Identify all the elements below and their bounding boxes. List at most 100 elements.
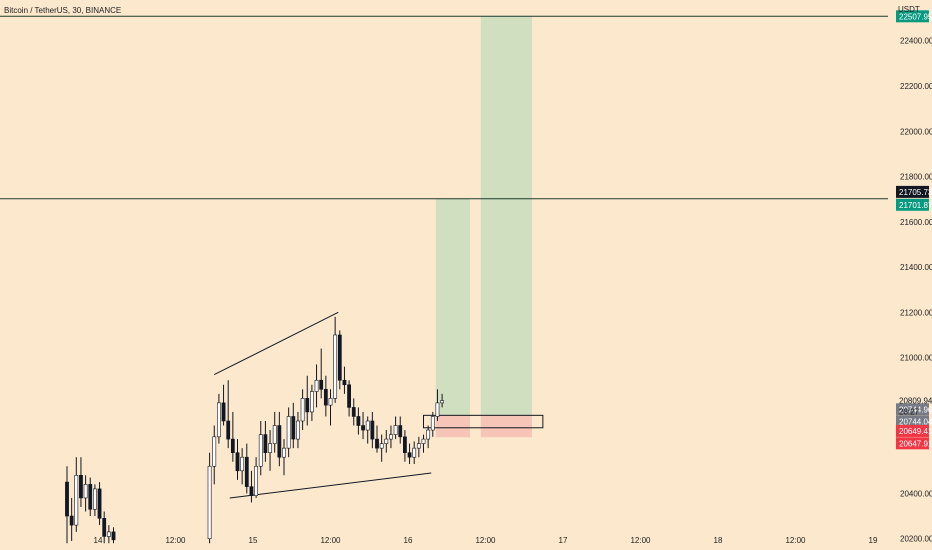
price-tag-label: 21705.73 (899, 188, 932, 197)
position-stop-zone[interactable] (435, 415, 470, 438)
price-tag-label: 21701.87 (899, 201, 932, 210)
candle-body (342, 379, 347, 386)
candle-body (379, 443, 384, 449)
candle-body (296, 420, 300, 440)
candle-body (323, 389, 328, 406)
candle-body (83, 484, 88, 499)
price-tick-label: 21800.00 (900, 173, 932, 182)
position-stop-zone[interactable] (480, 415, 532, 438)
candle-body (244, 456, 249, 487)
candle-body (97, 488, 102, 519)
price-tag (896, 424, 929, 437)
time-tick-label: 17 (559, 536, 568, 545)
horizontal-lines-layer (0, 15, 888, 200)
candle-body (69, 515, 74, 526)
candle-body (221, 402, 226, 422)
candle-body (282, 447, 286, 458)
candle-body (361, 425, 365, 431)
time-tick-label: 15 (249, 536, 258, 545)
currency-label: USDT (898, 5, 920, 14)
candle-body (402, 436, 407, 453)
time-tick-label: 12:00 (165, 536, 186, 545)
candle-body (435, 402, 440, 417)
price-tag (896, 403, 929, 416)
candle-body (268, 443, 272, 453)
candle-body (207, 465, 212, 539)
time-tick-label: 12:00 (475, 536, 496, 545)
candle-body (272, 425, 277, 444)
candles-layer (65, 316, 445, 544)
candle-body (347, 384, 352, 408)
candle-body (263, 434, 268, 453)
positions-layer (423, 16, 544, 438)
price-tag (896, 198, 929, 211)
entry-box[interactable] (423, 414, 544, 429)
price-tag-label: 20744.04 (899, 418, 932, 427)
candle-body (412, 447, 417, 458)
time-tick-label: 16 (404, 536, 413, 545)
price-axis: 22400.00 22200.00 22000.00 21800.00 21600.00… (896, 10, 932, 544)
candle-body (384, 438, 389, 444)
price-tick-label: 20200.00 (900, 535, 932, 544)
candle-body (328, 398, 333, 406)
trendlines-layer (214, 311, 432, 499)
candle-body (365, 420, 370, 431)
time-tick-label: 14 (94, 536, 103, 545)
candle-body (240, 456, 245, 472)
time-tick-label: 18 (714, 536, 723, 545)
candle-body (416, 443, 421, 449)
time-tick-label: 12:00 (630, 536, 651, 545)
candle-body (426, 429, 431, 440)
candle-body (351, 407, 356, 417)
candle-body (407, 452, 412, 458)
price-tag-label: 20809.94 (899, 397, 932, 406)
candle-body (319, 379, 324, 390)
time-tick-label: 19 (869, 536, 878, 545)
price-tick-label: 21000.00 (900, 354, 932, 363)
position-target-zone[interactable] (480, 16, 532, 416)
candle-body (79, 475, 83, 499)
price-tick-label: 22400.00 (900, 37, 932, 46)
candle-body (93, 488, 97, 510)
trendline[interactable] (214, 311, 339, 376)
candle-body (88, 484, 93, 510)
candle-body (398, 425, 403, 438)
candle-body (230, 438, 235, 453)
price-tick-label: 21200.00 (900, 308, 932, 317)
trendline[interactable] (229, 472, 432, 499)
time-tick-label: 12:00 (320, 536, 341, 545)
candle-body (389, 434, 393, 440)
candle-body (254, 465, 259, 496)
candle-body (393, 425, 398, 435)
candle-body (309, 391, 314, 413)
candle-body (212, 436, 217, 467)
candle-body (421, 438, 426, 444)
candle-body (258, 434, 263, 467)
candle-body (356, 416, 361, 426)
candle-body (314, 379, 319, 392)
price-tick-label: 21400.00 (900, 263, 932, 272)
candle-body (305, 398, 310, 413)
price-tick-label: 21600.00 (900, 218, 932, 227)
position-target-zone[interactable] (435, 198, 470, 416)
price-tag (896, 10, 929, 23)
candle-body (226, 420, 231, 440)
price-tag-label: 20744.96 (899, 405, 932, 414)
time-axis: 12:001412:001512:001612:001712:001812:00… (94, 536, 878, 545)
candle-body (370, 420, 375, 440)
price-tag-label: 22507.95 (899, 12, 932, 21)
candle-body (65, 481, 69, 517)
countdown-label: 28:27 (899, 408, 920, 417)
candle-body (217, 402, 221, 438)
candle-body (375, 438, 379, 449)
candle-body (333, 334, 338, 399)
price-tick-label: 22200.00 (900, 82, 932, 91)
price-tag-label: 20647.91 (899, 439, 932, 448)
price-tick-label: 20400.00 (900, 489, 932, 498)
price-tag-label: 20649.41 (899, 427, 932, 436)
candle-body (235, 452, 240, 472)
candle-body (440, 400, 445, 404)
candle-body (300, 398, 305, 422)
candle-body (430, 416, 435, 431)
